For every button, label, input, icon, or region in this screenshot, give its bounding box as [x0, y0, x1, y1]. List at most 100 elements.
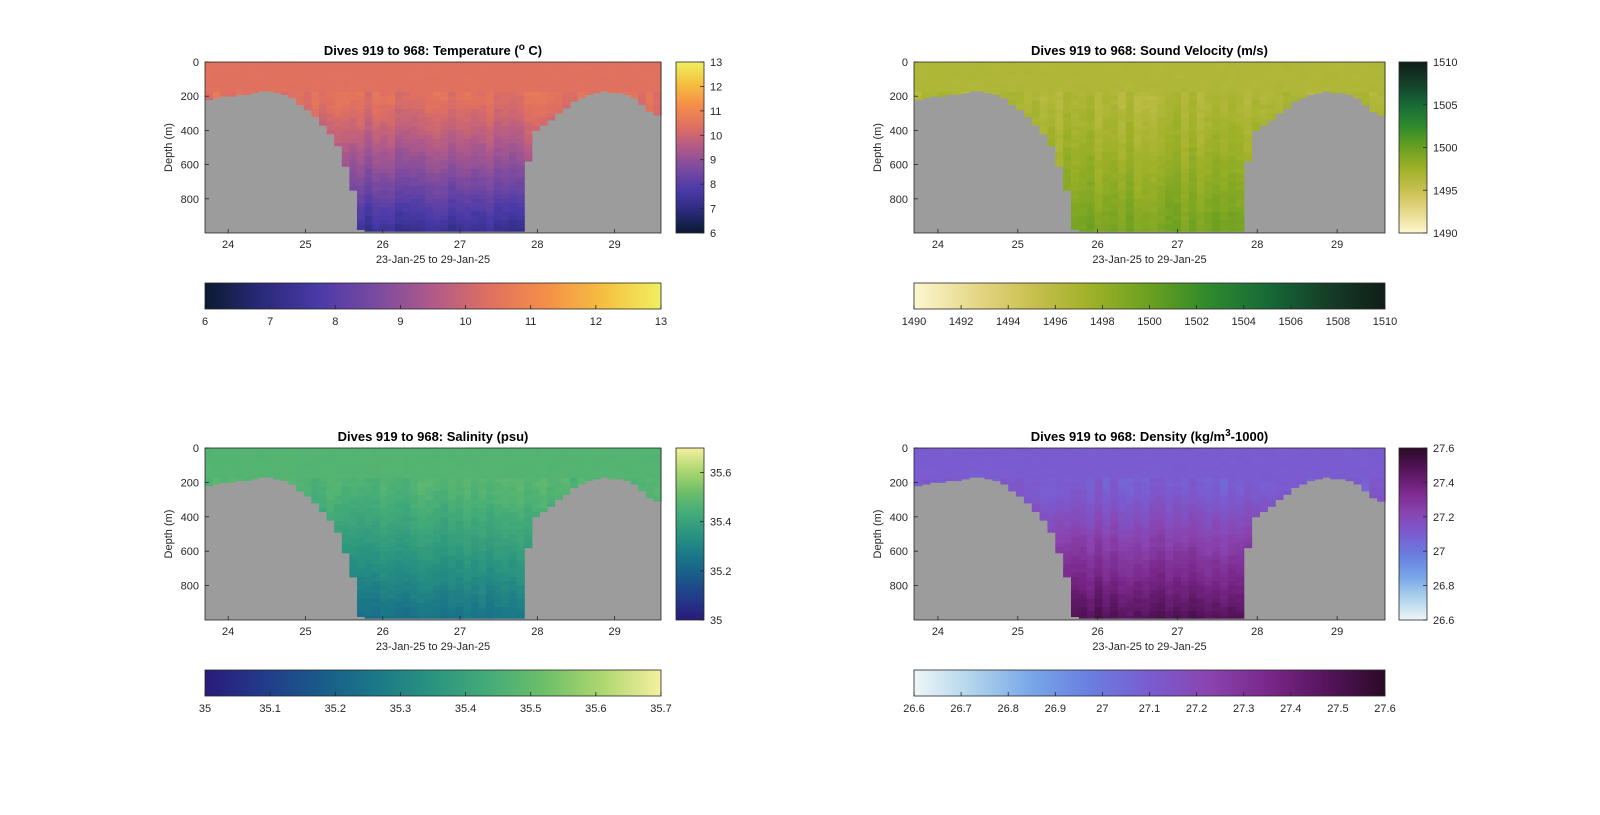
- data-cell: [1071, 83, 1080, 89]
- data-cell: [547, 465, 556, 470]
- data-cell: [402, 572, 411, 578]
- data-cell: [1118, 160, 1127, 165]
- data-cell: [1196, 91, 1206, 97]
- data-cell: [1165, 173, 1174, 178]
- data-cell: [357, 568, 366, 574]
- data-cell: [1165, 594, 1174, 599]
- data-cell: [577, 74, 586, 80]
- data-cell: [440, 104, 449, 110]
- data-cell: [1118, 74, 1127, 80]
- data-cell: [1102, 96, 1111, 101]
- hbar-tick-label: 1492: [949, 316, 973, 328]
- data-cell: [1196, 74, 1206, 80]
- data-cell: [448, 521, 457, 526]
- data-cell: [509, 521, 518, 526]
- data-cell: [524, 62, 533, 67]
- data-cell: [1212, 126, 1221, 131]
- data-cell: [402, 138, 411, 144]
- data-cell: [1141, 486, 1151, 492]
- x-axis-label: 23-Jan-25 to 29-Jan-25: [376, 254, 490, 266]
- data-cell: [1071, 452, 1080, 457]
- data-cell: [493, 134, 502, 140]
- data-cell: [1047, 100, 1056, 106]
- data-cell: [455, 177, 464, 183]
- data-cell: [1118, 508, 1127, 513]
- data-cell: [1212, 66, 1221, 71]
- data-cell: [501, 126, 510, 131]
- data-cell: [1063, 473, 1072, 479]
- data-cell: [493, 147, 502, 153]
- data-cell: [1173, 452, 1182, 457]
- data-cell: [1275, 100, 1284, 106]
- data-cell: [311, 478, 320, 483]
- data-cell: [1188, 83, 1198, 89]
- data-cell: [1330, 83, 1339, 89]
- data-cell: [524, 79, 533, 84]
- data-cells: [205, 448, 662, 619]
- data-cell: [1016, 482, 1025, 488]
- data-cell: [478, 66, 487, 71]
- data-cell: [250, 448, 259, 453]
- data-cell: [1149, 156, 1158, 161]
- data-cell: [1275, 62, 1284, 67]
- data-cell: [1078, 228, 1088, 232]
- data-cell: [471, 100, 480, 106]
- data-cell: [1133, 478, 1143, 483]
- data-cell: [402, 181, 411, 187]
- data-cell: [387, 469, 396, 475]
- data-cell: [379, 478, 388, 483]
- data-cell: [1141, 79, 1151, 84]
- data-cell: [509, 138, 518, 144]
- data-cell: [296, 62, 305, 67]
- data-cell: [547, 79, 556, 84]
- data-cell: [463, 529, 472, 535]
- data-cell: [372, 564, 381, 569]
- data-cell: [417, 598, 426, 604]
- data-cell: [486, 91, 495, 97]
- x-tick-label: 29: [609, 239, 621, 251]
- data-cell: [1078, 568, 1088, 574]
- data-cell: [372, 534, 381, 539]
- data-cell: [341, 130, 350, 136]
- data-cell: [311, 473, 320, 479]
- data-cell: [1173, 185, 1182, 191]
- data-cell: [493, 66, 502, 71]
- data-cell: [364, 508, 373, 513]
- data-cell: [402, 91, 411, 97]
- data-cell: [945, 62, 954, 67]
- data-cell: [1173, 104, 1182, 110]
- data-cell: [478, 181, 487, 187]
- data-cell: [1369, 83, 1378, 89]
- data-cell: [402, 534, 411, 539]
- data-cell: [1188, 113, 1198, 118]
- data-cell: [1188, 87, 1198, 93]
- data-cell: [463, 482, 472, 488]
- data-cell: [1102, 525, 1111, 531]
- data-cell: [501, 478, 510, 483]
- data-cell: [417, 126, 426, 131]
- data-cell: [220, 83, 229, 89]
- data-cell: [1118, 589, 1127, 595]
- data-cell: [478, 109, 487, 114]
- data-cell: [349, 156, 358, 161]
- data-cell: [364, 542, 373, 548]
- data-cell: [212, 74, 221, 80]
- data-cell: [417, 546, 426, 552]
- data-cell: [402, 207, 411, 213]
- data-cell: [395, 607, 404, 612]
- data-cell: [1165, 83, 1174, 89]
- data-cell: [478, 559, 487, 565]
- data-cell: [364, 534, 373, 539]
- data-cell: [357, 66, 366, 71]
- data-cells: [205, 62, 662, 232]
- data-cell: [1102, 568, 1111, 574]
- data-cell: [945, 79, 954, 84]
- data-cell: [493, 469, 502, 475]
- data-cell: [334, 448, 343, 453]
- data-cell: [1055, 529, 1064, 535]
- data-cell: [509, 499, 518, 505]
- data-cell: [463, 91, 472, 97]
- data-cell: [455, 109, 464, 114]
- data-cell: [1330, 66, 1339, 71]
- data-cell: [319, 499, 328, 505]
